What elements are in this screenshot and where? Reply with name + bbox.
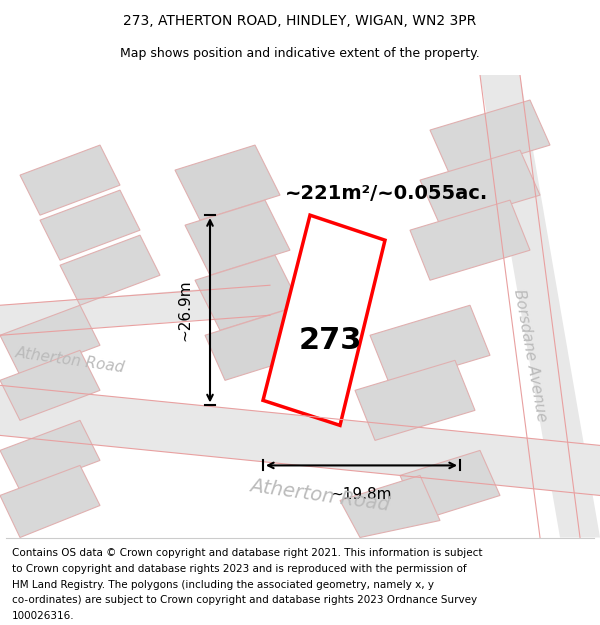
Polygon shape xyxy=(410,200,530,280)
Polygon shape xyxy=(370,305,490,386)
Polygon shape xyxy=(20,145,120,215)
Polygon shape xyxy=(400,451,500,521)
Text: ~26.9m: ~26.9m xyxy=(177,279,192,341)
Polygon shape xyxy=(420,150,540,225)
Text: to Crown copyright and database rights 2023 and is reproduced with the permissio: to Crown copyright and database rights 2… xyxy=(12,564,467,574)
Polygon shape xyxy=(340,476,440,538)
Text: ~19.8m: ~19.8m xyxy=(331,488,392,502)
Polygon shape xyxy=(0,285,260,335)
Text: Atherton Road: Atherton Road xyxy=(249,476,391,515)
Polygon shape xyxy=(205,310,305,381)
Polygon shape xyxy=(60,235,160,305)
Polygon shape xyxy=(355,360,475,441)
Text: ~221m²/~0.055ac.: ~221m²/~0.055ac. xyxy=(285,184,488,203)
Text: Contains OS data © Crown copyright and database right 2021. This information is : Contains OS data © Crown copyright and d… xyxy=(12,548,482,558)
Text: Map shows position and indicative extent of the property.: Map shows position and indicative extent… xyxy=(120,48,480,61)
Text: Atherton Road: Atherton Road xyxy=(14,345,126,376)
Polygon shape xyxy=(263,215,385,426)
Polygon shape xyxy=(0,350,100,421)
Text: 100026316.: 100026316. xyxy=(12,611,74,621)
Polygon shape xyxy=(480,75,600,538)
Polygon shape xyxy=(0,421,100,491)
Polygon shape xyxy=(175,145,280,220)
Polygon shape xyxy=(185,200,290,275)
Text: 273, ATHERTON ROAD, HINDLEY, WIGAN, WN2 3PR: 273, ATHERTON ROAD, HINDLEY, WIGAN, WN2 … xyxy=(124,14,476,28)
Text: Borsdane Avenue: Borsdane Avenue xyxy=(511,288,549,422)
Polygon shape xyxy=(0,386,600,496)
Polygon shape xyxy=(0,466,100,538)
Polygon shape xyxy=(430,100,550,175)
Text: HM Land Registry. The polygons (including the associated geometry, namely x, y: HM Land Registry. The polygons (includin… xyxy=(12,579,434,589)
Text: 273: 273 xyxy=(298,326,362,355)
Polygon shape xyxy=(195,255,300,330)
Polygon shape xyxy=(0,305,100,376)
Text: co-ordinates) are subject to Crown copyright and database rights 2023 Ordnance S: co-ordinates) are subject to Crown copyr… xyxy=(12,595,477,605)
Polygon shape xyxy=(40,190,140,260)
